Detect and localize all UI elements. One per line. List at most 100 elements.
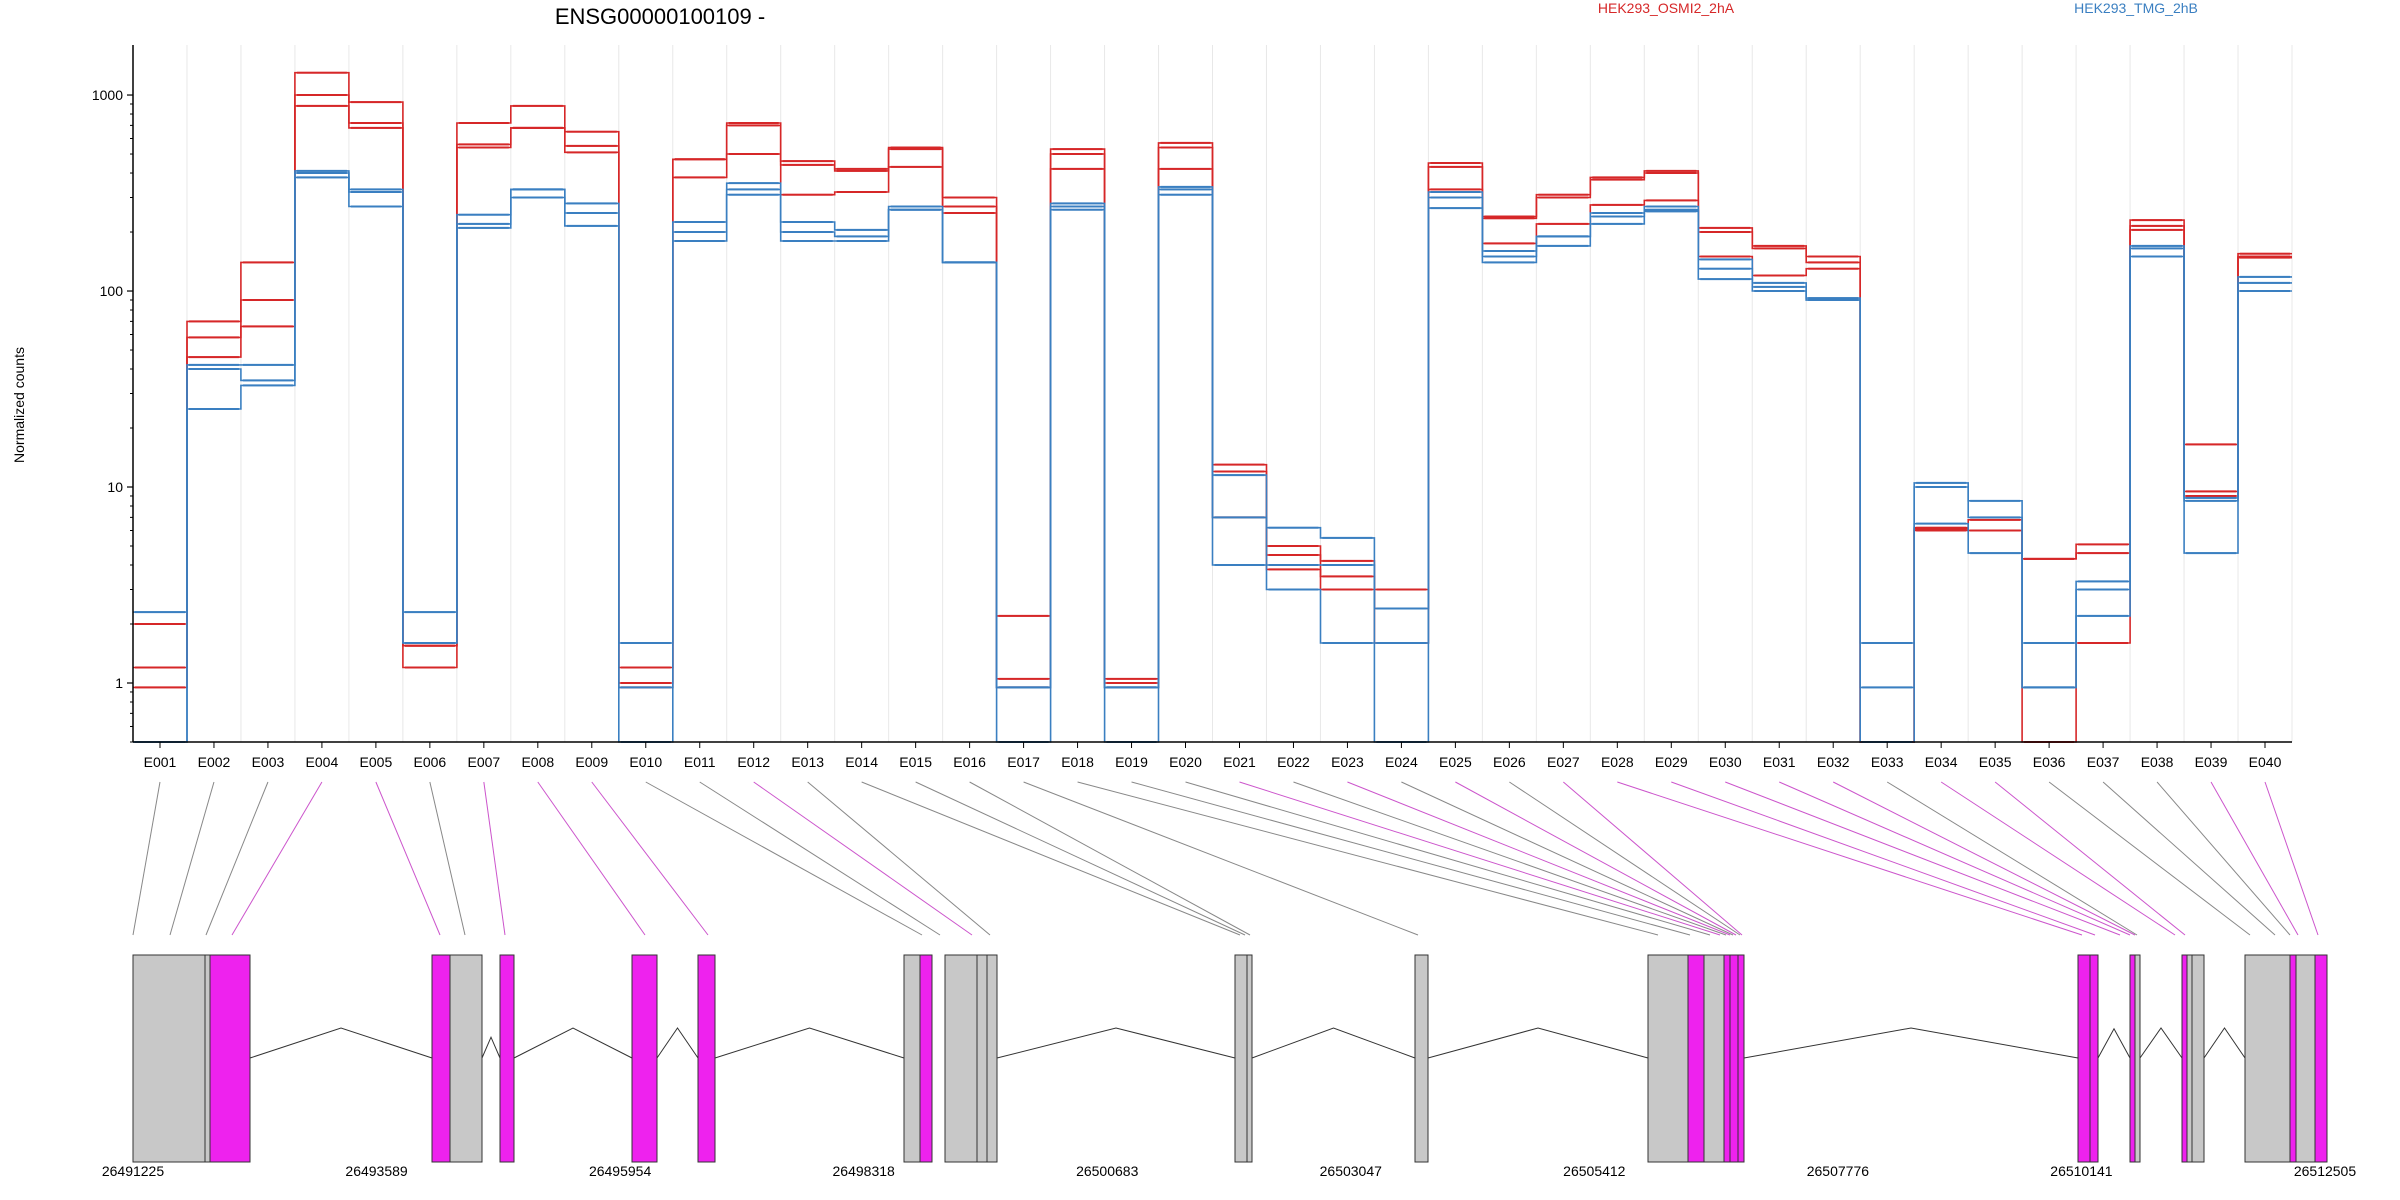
- exon-block-highlighted: [499, 954, 515, 1163]
- legend-entry-osmi2: HEK293_OSMI2_2hA: [1598, 0, 1735, 16]
- exon-connector-line: [1185, 781, 1711, 936]
- exon-connector-line: [1779, 781, 2131, 936]
- intron-line: [249, 1027, 433, 1059]
- legend-entry-tmg: HEK293_TMG_2hB: [2074, 0, 2198, 16]
- exon-connector-line: [375, 781, 441, 936]
- x-tick-label: E039: [2195, 754, 2228, 770]
- x-tick-label: E028: [1601, 754, 1634, 770]
- x-tick-label: E022: [1277, 754, 1310, 770]
- exon-block-highlighted: [1737, 954, 1745, 1163]
- x-tick-label: E007: [467, 754, 500, 770]
- intron-line: [2203, 1027, 2246, 1059]
- x-tick-label: E019: [1115, 754, 1148, 770]
- x-tick-label: E015: [899, 754, 932, 770]
- exon-connector-line: [1940, 781, 2176, 936]
- x-tick-label: E029: [1655, 754, 1688, 770]
- exon-connector-line: [2264, 781, 2319, 936]
- x-tick-label: E033: [1871, 754, 1904, 770]
- x-tick-label: E027: [1547, 754, 1580, 770]
- exon-block-highlighted: [1687, 954, 1705, 1163]
- exon-connector-line: [2210, 781, 2299, 936]
- exon-connector-line: [699, 781, 941, 936]
- exon-block: [2244, 954, 2291, 1163]
- exon-connector-line: [861, 781, 1241, 936]
- x-tick-label: E031: [1763, 754, 1796, 770]
- exon-connector-line: [1131, 781, 1691, 936]
- genomic-coordinate-label: 26503047: [1320, 1163, 1383, 1179]
- y-axis-label: Normalized counts: [11, 347, 27, 463]
- exon-connector-line: [429, 781, 466, 936]
- exon-connector-line: [1671, 781, 2096, 936]
- exon-block: [449, 954, 483, 1163]
- exon-connector-line: [1293, 781, 1727, 936]
- exon-block-highlighted: [631, 954, 658, 1163]
- x-tick-label: E030: [1709, 754, 1742, 770]
- exon-block: [1246, 954, 1253, 1163]
- exon-block: [132, 954, 206, 1163]
- exon-connector-line: [1563, 781, 1743, 936]
- x-tick-label: E025: [1439, 754, 1472, 770]
- x-tick-label: E016: [953, 754, 986, 770]
- exon-connector-line: [915, 781, 1246, 936]
- connector-layer: [132, 781, 2319, 936]
- exon-connector-line: [2102, 781, 2276, 936]
- exon-connector-line: [1023, 781, 1419, 936]
- genomic-coordinate-label: 26500683: [1076, 1163, 1139, 1179]
- exon-block: [976, 954, 988, 1163]
- genomic-coordinate-label: 26495954: [589, 1163, 652, 1179]
- exon-block-highlighted: [2077, 954, 2091, 1163]
- exon-block: [1414, 954, 1429, 1163]
- exon-block: [1703, 954, 1725, 1163]
- genomic-coordinate-label: 26512505: [2294, 1163, 2357, 1179]
- x-tick-label: E009: [575, 754, 608, 770]
- x-tick-label: E002: [198, 754, 231, 770]
- exon-connector-line: [537, 781, 646, 936]
- exon-block-highlighted: [2289, 954, 2297, 1163]
- exon-connector-line: [1239, 781, 1721, 936]
- exon-connector-line: [1347, 781, 1731, 936]
- exon-connector-line: [2048, 781, 2251, 936]
- x-tick-label: E001: [144, 754, 177, 770]
- x-tick-label: E036: [2033, 754, 2066, 770]
- exon-connector-line: [1886, 781, 2138, 936]
- genomic-coordinate-label: 26510141: [2050, 1163, 2113, 1179]
- x-tick-label: E040: [2249, 754, 2282, 770]
- x-tick-label: E005: [360, 754, 393, 770]
- intron-line: [481, 1035, 501, 1059]
- exon-connector-line: [1832, 781, 2136, 936]
- x-tick-label: E026: [1493, 754, 1526, 770]
- exon-connector-line: [1617, 781, 2083, 936]
- exon-block-highlighted: [919, 954, 933, 1163]
- x-tick-label: E021: [1223, 754, 1256, 770]
- x-tick-label: E024: [1385, 754, 1418, 770]
- exon-connector-line: [483, 781, 506, 936]
- x-tick-label: E032: [1817, 754, 1850, 770]
- x-tick-label: E006: [414, 754, 447, 770]
- exon-connector-line: [753, 781, 973, 936]
- exon-connector-line: [1725, 781, 2121, 936]
- exon-connector-line: [1994, 781, 2186, 936]
- intron-line: [656, 1027, 699, 1059]
- genomic-coordinate-label: 26493589: [345, 1163, 408, 1179]
- y-tick-label: 1000: [92, 87, 123, 103]
- y-tick-label: 10: [107, 479, 123, 495]
- x-tick-label: E023: [1331, 754, 1364, 770]
- x-tick-label: E011: [684, 754, 716, 770]
- x-tick-label: E017: [1007, 754, 1040, 770]
- exon-block-highlighted: [2314, 954, 2328, 1163]
- intron-line: [2097, 1027, 2131, 1059]
- intron-line: [2139, 1027, 2183, 1059]
- exon-connector-line: [169, 781, 215, 936]
- genomic-coordinate-label: 26505412: [1563, 1163, 1626, 1179]
- exon-block-highlighted: [697, 954, 716, 1163]
- intron-line: [1251, 1027, 1416, 1059]
- x-tick-label: E020: [1169, 754, 1202, 770]
- genomic-coordinate-label: 26507776: [1807, 1163, 1870, 1179]
- exon-block-highlighted: [1723, 954, 1731, 1163]
- axis-layer: 1 10 100 1000 E001 E002 E003 E004 E005 E006 E007 E0…: [92, 45, 2292, 770]
- y-tick-label: 100: [100, 283, 124, 299]
- x-tick-label: E012: [737, 754, 770, 770]
- genomic-coordinate-label: 26498318: [833, 1163, 896, 1179]
- genomic-coordinate-label: 26491225: [102, 1163, 165, 1179]
- exon-block-highlighted: [2089, 954, 2099, 1163]
